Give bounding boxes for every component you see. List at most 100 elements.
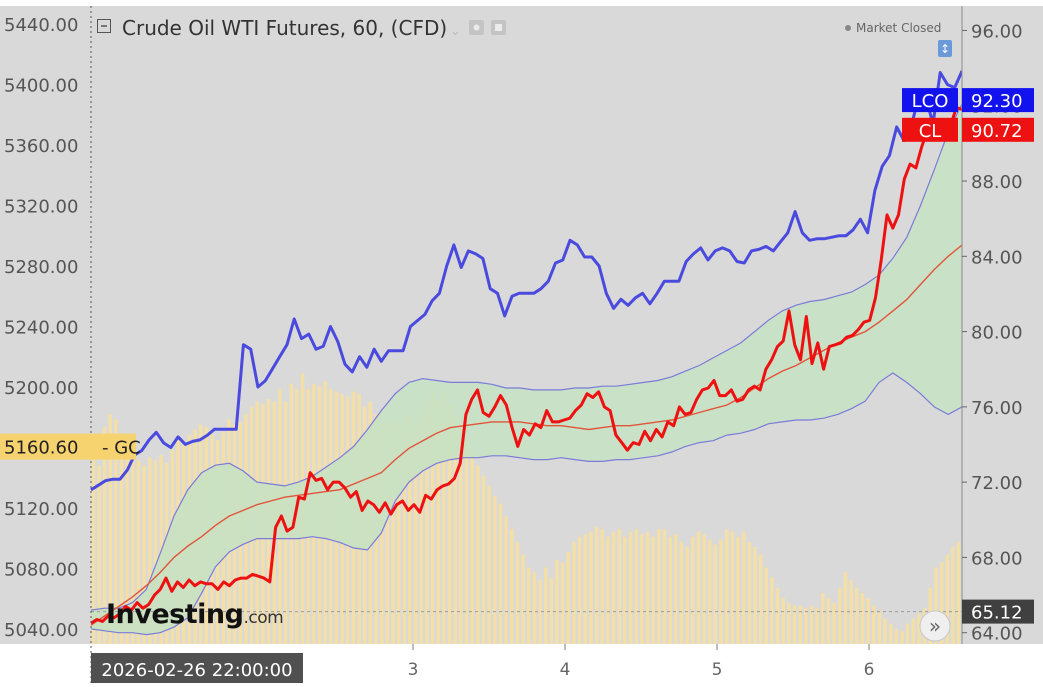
series-line-cl — [90, 106, 962, 625]
lco-price-marker: LCO 92.30 — [902, 88, 1034, 113]
scale-adjust-icon[interactable] — [938, 40, 952, 57]
collapse-toggle-icon[interactable] — [97, 19, 111, 33]
marker-value: 65.12 — [971, 603, 1023, 624]
chart-close-icon-inner — [495, 24, 502, 31]
volume-bar — [662, 529, 667, 644]
volume-bar — [719, 539, 723, 644]
volume-bar — [119, 434, 124, 644]
volume-bar — [617, 529, 621, 644]
volume-bar — [747, 541, 752, 644]
volume-bar — [572, 541, 576, 644]
x-axis-tick-label: 5 — [712, 660, 723, 680]
cl-price-marker: CL 90.72 — [902, 117, 1034, 142]
volume-bar — [419, 414, 423, 644]
volume-bar — [447, 404, 452, 644]
volume-bar — [657, 529, 661, 644]
scale-adjust-icon-glyph: ↕ — [940, 42, 950, 56]
volume-bar — [804, 608, 808, 644]
volume-bar — [855, 587, 859, 644]
crosshair-date-label: 2026-02-26 22:00:00 — [91, 653, 303, 683]
right-axis-tick-label: 72.00 — [971, 473, 1023, 494]
volume-bar — [815, 608, 819, 644]
volume-bar — [866, 598, 870, 644]
volume-bar — [583, 534, 588, 644]
investing-logo: Investing.com — [106, 599, 284, 630]
volume-bar — [838, 587, 842, 644]
volume-bar — [685, 547, 689, 644]
volume-bar — [713, 544, 718, 644]
left-axis-tick-label: 5320.00 — [4, 197, 78, 218]
marker-name: - GC — [102, 438, 141, 459]
volume-bar — [396, 422, 401, 644]
volume-bar — [142, 465, 146, 644]
volume-bar — [623, 536, 627, 644]
volume-bar — [753, 547, 757, 644]
volume-bar — [770, 577, 774, 644]
volume-bar — [758, 554, 763, 644]
volume-bar — [498, 503, 503, 644]
volume-bar — [668, 536, 672, 644]
marker-name: CL — [919, 121, 942, 142]
volume-bar — [826, 598, 831, 644]
right-axis-panel — [962, 6, 1043, 644]
right-axis-tick-label: 64.00 — [971, 624, 1023, 645]
volume-bar — [549, 577, 554, 644]
volume-bar — [413, 424, 418, 644]
bollinger-upper-line — [90, 103, 962, 611]
volume-bar — [640, 534, 644, 644]
volume-bar — [566, 552, 571, 644]
chevron-down-icon[interactable]: ⌄ — [450, 24, 461, 39]
volume-bar — [628, 531, 633, 644]
left-axis-tick-label: 5040.00 — [4, 620, 78, 641]
volume-bar — [849, 580, 853, 644]
right-axis-tick-label: 80.00 — [971, 323, 1023, 344]
volume-bar — [515, 541, 520, 644]
volume-bar — [577, 536, 582, 644]
x-axis-tick-label: 6 — [864, 660, 875, 680]
marker-value: 92.30 — [971, 91, 1023, 112]
volume-bar — [453, 414, 457, 644]
marker-value: 5160.60 — [4, 438, 78, 459]
gc-price-marker: 5160.60 - GC — [0, 433, 141, 460]
bollinger-lower-line — [90, 372, 962, 636]
volume-bar — [148, 457, 152, 644]
scroll-forward-button[interactable]: » — [919, 610, 951, 642]
left-axis-tick-label: 5120.00 — [4, 499, 78, 520]
volume-bar — [538, 580, 542, 644]
volume-bar — [470, 452, 474, 644]
volume-bar — [900, 631, 904, 644]
volume-bar — [894, 628, 899, 644]
left-axis-tick-label: 5200.00 — [4, 378, 78, 399]
volume-bar — [436, 401, 440, 644]
volume-bar — [136, 460, 141, 644]
volume-bar — [611, 531, 616, 644]
volume-bar — [504, 516, 508, 644]
volume-bar — [606, 536, 610, 644]
volume-bar — [877, 610, 882, 644]
volume-bar — [911, 618, 916, 644]
left-axis-tick-label: 5400.00 — [4, 76, 78, 97]
volume-bar — [379, 424, 384, 644]
volume-bar — [125, 450, 129, 644]
volume-bar — [102, 427, 107, 644]
volume-bar — [798, 605, 802, 644]
chart-title: Crude Oil WTI Futures, 60, (CFD) — [122, 16, 447, 40]
left-axis-tick-label: 5440.00 — [4, 15, 78, 36]
volume-bar — [589, 531, 593, 644]
volume-bar — [544, 567, 548, 644]
marker-value: 90.72 — [971, 121, 1023, 142]
x-axis-tick-label: 3 — [408, 660, 419, 680]
volume-bar — [956, 541, 961, 644]
volume-bar — [691, 536, 695, 644]
volume-bar — [883, 618, 887, 644]
volume-bar — [843, 572, 848, 644]
volume-bar — [939, 562, 944, 644]
volume-bar — [832, 603, 836, 644]
volume-bar — [809, 605, 814, 644]
volume-bar — [555, 559, 559, 644]
volume-bar — [493, 496, 497, 644]
right-axis-tick-label: 88.00 — [971, 172, 1023, 193]
volume-bar — [527, 567, 531, 644]
